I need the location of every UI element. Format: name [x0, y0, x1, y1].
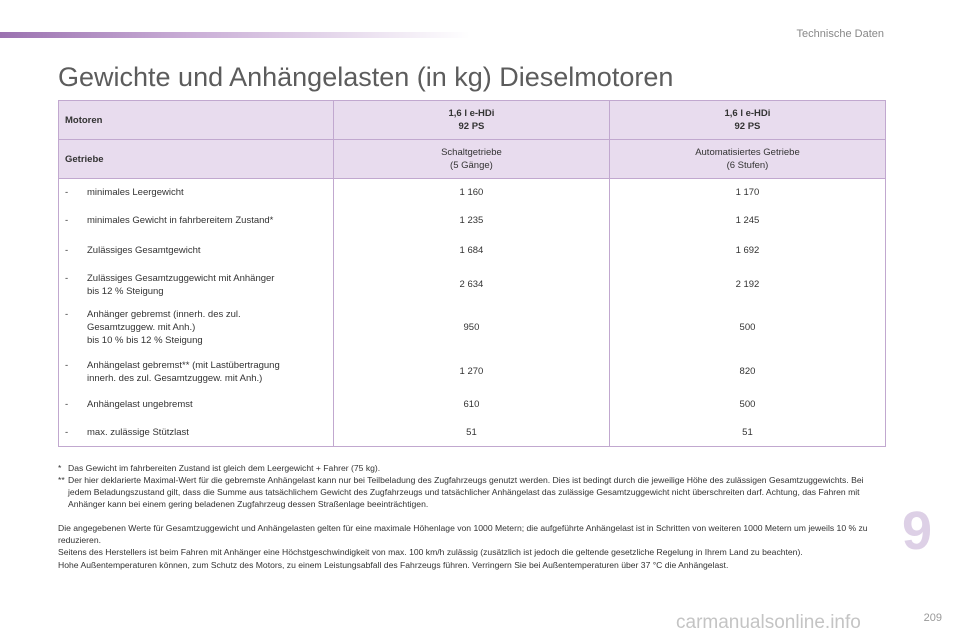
motor-label: Motoren	[58, 100, 334, 140]
info-paragraph: Seitens des Herstellers ist beim Fahren …	[58, 547, 803, 558]
table-row: - Anhängelast gebremst** (mit Lastübertra…	[58, 352, 887, 391]
engine-name: 1,6 l e-HDi	[724, 108, 771, 119]
row-label-cell: - Anhängelast ungebremst	[58, 390, 334, 419]
row-label-cell: - Zulässiges Gesamtzuggewicht mit Anhänge…	[58, 266, 334, 303]
value-cell: 1 170	[608, 178, 887, 207]
value-cell: 950	[332, 302, 610, 353]
value-cell: 51	[332, 418, 610, 447]
table-row: - Zulässiges Gesamtzuggewicht mit Anhänge…	[58, 266, 887, 303]
row-label-cell: - Anhängelast gebremst** (mit Lastübertra…	[58, 352, 334, 391]
value-cell: 2 192	[608, 266, 887, 303]
gearbox-gears: (5 Gänge)	[450, 160, 493, 171]
value-cell: 1 270	[332, 352, 610, 391]
row-label-cell: - minimales Leergewicht	[58, 178, 334, 207]
bullet-dash: -	[65, 359, 69, 371]
gearbox-type: Automatisiertes Getriebe	[695, 147, 800, 158]
page-number: 209	[923, 612, 942, 624]
value-cell: 1 245	[608, 206, 887, 235]
footnote: * Das Gewicht im fahrbereiten Zustand is…	[58, 462, 878, 474]
gearbox-col-2: Automatisiertes Getriebe (6 Stufen)	[608, 139, 887, 179]
engine-power: 92 PS	[734, 121, 761, 132]
row-label: Zulässiges Gesamtgewicht	[87, 245, 201, 256]
value-cell: 1 684	[332, 234, 610, 267]
footnote-mark: *	[58, 463, 62, 473]
table-row: - Anhängelast ungebremst 610 500	[58, 390, 887, 419]
watermark: carmanualsonline.info	[676, 612, 861, 633]
engine-name: 1,6 l e-HDi	[448, 108, 495, 119]
footnote-mark: **	[58, 475, 65, 485]
row-label: Anhänger gebremst (innerh. des zul. Gesa…	[87, 309, 241, 346]
table-row: - Zulässiges Gesamtgewicht 1 684 1 692	[58, 234, 887, 267]
footnote-text: Der hier deklarierte Maximal-Wert für di…	[68, 475, 864, 509]
footnote: ** Der hier deklarierte Maximal-Wert für…	[58, 474, 878, 510]
gearbox-header-row: Getriebe Schaltgetriebe (5 Gänge) Automa…	[58, 139, 887, 179]
bullet-dash: -	[65, 399, 69, 410]
row-label: max. zulässige Stützlast	[87, 426, 189, 438]
table-row: - Anhänger gebremst (innerh. des zul. Ges…	[58, 302, 887, 353]
bullet-dash: -	[65, 272, 69, 284]
row-label: minimales Leergewicht	[87, 187, 184, 199]
engine-header-row: Motoren 1,6 l e-HDi 92 PS 1,6 l e-HDi 92…	[58, 100, 887, 140]
info-text: Die angegebenen Werte für Gesamtzuggewic…	[58, 522, 888, 571]
row-label: Anhängelast ungebremst	[87, 399, 193, 410]
bullet-dash: -	[65, 215, 69, 226]
engine-col-1: 1,6 l e-HDi 92 PS	[332, 100, 610, 140]
section-label: Technische Daten	[796, 28, 884, 40]
row-label-cell: - minimales Gewicht in fahrbereitem Zusta…	[58, 206, 334, 235]
row-label: Zulässiges Gesamtzuggewicht mit Anhänger…	[87, 272, 275, 297]
value-cell: 1 235	[332, 206, 610, 235]
row-label: minimales Gewicht in fahrbereitem Zustan…	[87, 215, 274, 226]
gearbox-label: Getriebe	[58, 139, 334, 179]
table-row: - minimales Leergewicht 1 160 1 170	[58, 178, 887, 207]
bullet-dash: -	[65, 309, 69, 320]
row-label-cell: - max. zulässige Stützlast	[58, 418, 334, 447]
gearbox-gears: (6 Stufen)	[726, 160, 769, 171]
value-cell: 820	[608, 352, 887, 391]
bullet-dash: -	[65, 187, 69, 199]
row-label: Anhängelast gebremst** (mit Lastübertrag…	[87, 359, 280, 384]
bullet-dash: -	[65, 245, 69, 256]
value-cell: 500	[608, 302, 887, 353]
chapter-number: 9	[902, 501, 933, 561]
value-cell: 1 160	[332, 178, 610, 207]
bullet-dash: -	[65, 426, 69, 438]
row-label-cell: - Zulässiges Gesamtgewicht	[58, 234, 334, 267]
table-row: - max. zulässige Stützlast 51 51	[58, 418, 887, 447]
info-paragraph: Hohe Außentemperaturen können, zum Schut…	[58, 559, 729, 570]
value-cell: 500	[608, 390, 887, 419]
value-cell: 51	[608, 418, 887, 447]
header-accent-bar	[0, 32, 470, 38]
gearbox-type: Schaltgetriebe	[441, 147, 502, 158]
row-label-cell: - Anhänger gebremst (innerh. des zul. Ges…	[58, 302, 334, 353]
gearbox-col-1: Schaltgetriebe (5 Gänge)	[332, 139, 610, 179]
weights-table: Motoren 1,6 l e-HDi 92 PS 1,6 l e-HDi 92…	[58, 100, 887, 447]
footnote-text: Das Gewicht im fahrbereiten Zustand ist …	[68, 463, 381, 473]
value-cell: 610	[332, 390, 610, 419]
engine-power: 92 PS	[458, 121, 485, 132]
info-paragraph: Die angegebenen Werte für Gesamtzuggewic…	[58, 523, 868, 546]
value-cell: 2 634	[332, 266, 610, 303]
value-cell: 1 692	[608, 234, 887, 267]
table-row: - minimales Gewicht in fahrbereitem Zusta…	[58, 206, 887, 235]
footnotes: * Das Gewicht im fahrbereiten Zustand is…	[58, 462, 878, 510]
page-title: Gewichte und Anhängelasten (in kg) Diese…	[58, 62, 674, 92]
engine-col-2: 1,6 l e-HDi 92 PS	[608, 100, 887, 140]
